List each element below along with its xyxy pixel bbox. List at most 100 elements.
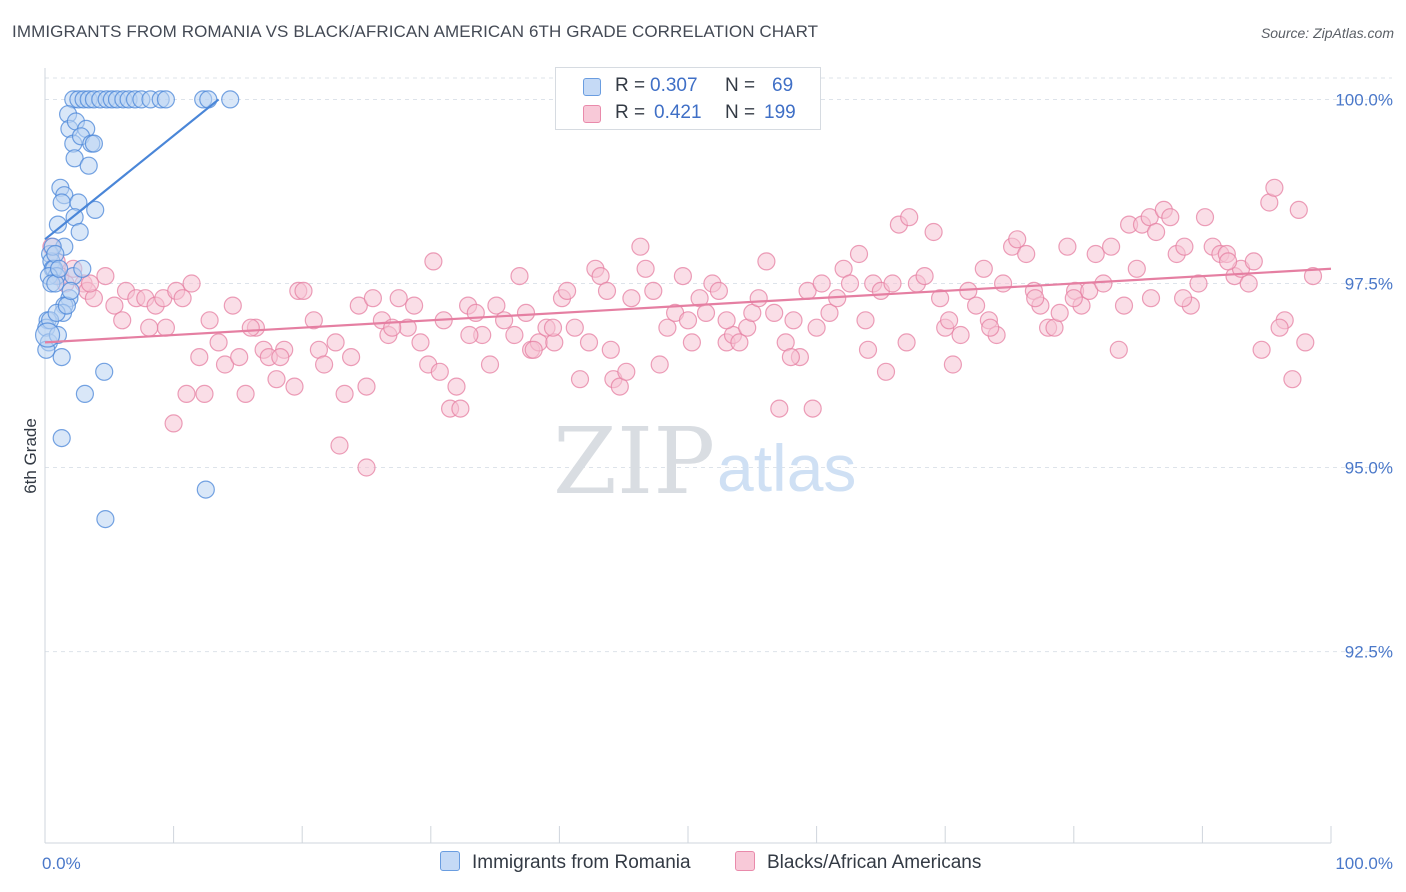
point-black — [579, 333, 599, 352]
point-black — [357, 377, 376, 396]
point-black — [636, 259, 655, 278]
point-romania — [84, 134, 104, 153]
legend-item-romania[interactable]: Immigrants from Romania — [440, 851, 691, 877]
stats-swatch-black — [583, 105, 601, 123]
point-black — [717, 311, 736, 330]
point-black — [1303, 267, 1323, 286]
point-black — [480, 355, 500, 374]
point-black — [900, 208, 919, 227]
point-black — [164, 414, 183, 433]
point-black — [1094, 274, 1113, 293]
point-romania — [86, 200, 105, 219]
point-black — [915, 267, 934, 286]
point-black — [650, 355, 669, 374]
stats-n-label: N = — [725, 102, 756, 123]
point-black — [1086, 244, 1105, 264]
point-black — [190, 348, 209, 367]
x-tick-label-min: 0.0% — [42, 854, 81, 873]
legend-swatch-black — [735, 851, 755, 871]
point-black — [430, 362, 449, 381]
y-tick-label: 95.0% — [1345, 459, 1393, 478]
point-black — [993, 274, 1013, 293]
point-romania — [52, 429, 71, 448]
point-black — [1270, 318, 1289, 337]
point-romania — [73, 259, 92, 278]
point-romania — [95, 362, 114, 381]
point-black — [858, 340, 878, 359]
point-black — [565, 318, 584, 337]
point-black — [784, 311, 803, 330]
point-black — [96, 267, 115, 286]
point-black — [951, 325, 970, 345]
point-black — [1175, 237, 1194, 256]
point-black — [644, 281, 663, 300]
point-black — [757, 252, 776, 271]
point-black — [696, 303, 716, 322]
point-black — [1189, 274, 1208, 293]
point-black — [495, 311, 514, 330]
point-romania — [196, 480, 215, 499]
point-black — [673, 267, 693, 286]
y-tick-label: 92.5% — [1345, 643, 1393, 662]
stats-n-label: N = — [725, 75, 756, 96]
axes — [44, 68, 1332, 844]
point-black — [601, 340, 620, 359]
point-black — [505, 325, 524, 345]
point-black — [236, 384, 255, 403]
point-romania — [156, 90, 175, 109]
point-black — [510, 267, 529, 286]
point-black — [230, 348, 249, 367]
point-black — [411, 333, 430, 352]
legend-item-black[interactable]: Blacks/African Americans — [735, 851, 981, 877]
legend-label-romania: Immigrants from Romania — [472, 852, 691, 873]
point-black — [981, 318, 1000, 337]
point-black — [215, 355, 235, 374]
point-black — [840, 274, 860, 293]
point-black — [1127, 259, 1146, 278]
point-black — [182, 274, 201, 293]
stats-r-value: 0.421 — [654, 102, 702, 123]
point-black — [966, 296, 986, 315]
point-black — [1141, 289, 1161, 308]
point-black — [447, 377, 466, 396]
point-black — [241, 318, 260, 337]
point-black — [939, 311, 959, 330]
point-black — [451, 399, 470, 418]
point-romania — [221, 90, 240, 109]
legend-label-black: Blacks/African Americans — [767, 852, 982, 873]
point-black — [487, 296, 506, 315]
point-black — [113, 311, 132, 330]
point-black — [200, 311, 219, 330]
point-black — [803, 399, 822, 418]
point-black — [849, 244, 869, 264]
point-romania-large — [34, 322, 61, 348]
point-black — [1239, 274, 1258, 293]
point-black — [622, 289, 641, 308]
point-black — [765, 303, 784, 322]
point-black — [924, 222, 943, 242]
stats-row-romania: R = 0.307 N = 69 — [556, 75, 822, 101]
point-black — [1101, 237, 1121, 256]
point-black — [177, 384, 196, 403]
point-black — [658, 318, 677, 337]
x-tick-label-max: 100.0% — [1335, 854, 1393, 873]
point-romania — [52, 193, 71, 212]
gridlines — [45, 77, 1392, 653]
point-black — [524, 340, 543, 359]
stats-n-value: 199 — [764, 102, 796, 123]
axis-labels: 92.5% 95.0% 97.5% 100.0% 0.0% 100.0% 6th Grade — [21, 90, 1393, 873]
point-black — [105, 296, 124, 315]
point-black — [156, 318, 175, 337]
point-black — [1064, 289, 1083, 308]
point-black — [930, 289, 950, 308]
stats-r-value: 0.307 — [650, 75, 698, 96]
point-black — [617, 362, 636, 381]
point-black — [543, 318, 563, 337]
point-black — [389, 289, 408, 308]
point-black — [820, 303, 839, 322]
point-black — [516, 303, 536, 322]
point-black — [349, 296, 368, 315]
point-black — [326, 333, 345, 352]
watermark: ZIP atlas — [553, 408, 856, 515]
point-black — [140, 318, 159, 337]
